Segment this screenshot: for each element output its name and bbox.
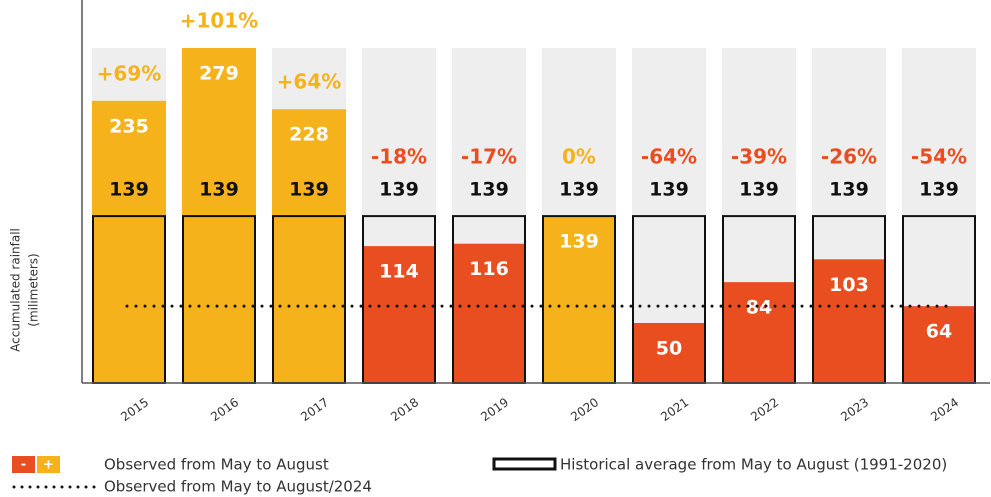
anomaly-label: +64% — [277, 70, 342, 94]
historical-label: 139 — [379, 179, 419, 201]
anomaly-label: 0% — [562, 145, 596, 169]
x-tick-label: 2019 — [478, 395, 511, 424]
legend-swatch-negative — [12, 456, 35, 473]
x-tick-label: 2018 — [388, 395, 421, 424]
observed-label: 50 — [656, 337, 682, 359]
observed-bar — [902, 306, 976, 383]
observed-bar — [542, 216, 616, 383]
historical-label: 139 — [649, 179, 689, 201]
x-tick-label: 2023 — [838, 395, 871, 424]
observed-label: 139 — [559, 231, 599, 253]
legend-symbol: - — [21, 458, 26, 473]
historical-label: 139 — [199, 179, 239, 201]
legend-box — [492, 457, 557, 471]
historical-label: 139 — [109, 179, 149, 201]
historical-label: 139 — [289, 179, 329, 201]
anomaly-label: +101% — [180, 9, 259, 33]
observed-bar — [272, 109, 346, 383]
observed-label: 103 — [829, 274, 869, 296]
observed-label: 64 — [926, 321, 952, 343]
observed-bar — [632, 322, 706, 383]
historical-label: 139 — [739, 179, 779, 201]
anomaly-label: +69% — [97, 61, 162, 85]
observed-bar — [812, 259, 886, 383]
legend-label: Observed from May to August/2024 — [104, 478, 372, 496]
observed-bar — [362, 246, 436, 383]
legend-label: Historical average from May to August (1… — [560, 456, 947, 474]
x-tick-label: 2021 — [658, 395, 691, 424]
anomaly-label: -26% — [821, 145, 877, 169]
x-tick-label: 2016 — [208, 395, 241, 424]
historical-label: 139 — [559, 179, 599, 201]
x-tick-label: 2017 — [298, 395, 331, 424]
anomaly-label: -39% — [731, 145, 787, 169]
y-label-line: Accumulated rainfall — [9, 228, 23, 352]
observed-label: 84 — [746, 297, 772, 319]
observed-label: 228 — [289, 124, 329, 146]
observed-label: 235 — [109, 115, 149, 137]
historical-label: 139 — [919, 179, 959, 201]
legend-swatch-positive — [37, 456, 60, 473]
x-tick-label: 2022 — [748, 395, 781, 424]
x-tick-label: 2024 — [928, 395, 961, 424]
observed-bar — [92, 100, 166, 383]
legend-label: Observed from May to August — [104, 456, 329, 474]
historical-label: 139 — [829, 179, 869, 201]
historical-label: 139 — [469, 179, 509, 201]
observed-label: 116 — [469, 258, 509, 280]
x-tick-label: 2020 — [568, 395, 601, 424]
anomaly-label: -54% — [911, 145, 967, 169]
anomaly-label: -18% — [371, 145, 427, 169]
anomaly-label: -64% — [641, 145, 697, 169]
y-label-line: (milimeters) — [27, 253, 41, 326]
legend-symbol: + — [43, 458, 54, 473]
observed-bar — [722, 282, 796, 383]
y-label: Accumulated rainfall (milimeters) — [9, 228, 41, 352]
observed-label: 279 — [199, 63, 239, 85]
observed-label: 114 — [379, 261, 419, 283]
x-tick-label: 2015 — [118, 395, 151, 424]
observed-bar — [452, 243, 526, 383]
anomaly-label: -17% — [461, 145, 517, 169]
